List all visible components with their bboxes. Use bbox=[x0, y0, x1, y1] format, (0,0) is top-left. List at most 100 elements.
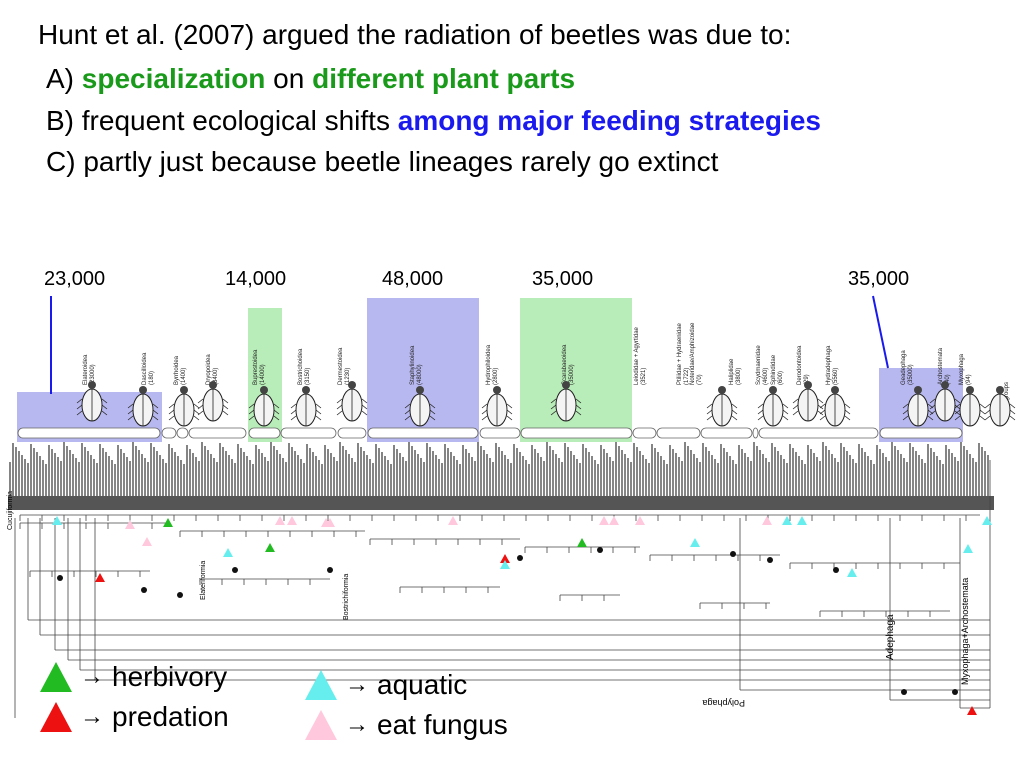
beetle-leg bbox=[248, 403, 255, 409]
clade-label: Outgroups bbox=[1004, 382, 1010, 410]
beetle-leg bbox=[902, 403, 909, 409]
beetle-leg bbox=[819, 403, 826, 409]
beetle-leg bbox=[979, 403, 986, 409]
beetle-leg bbox=[844, 403, 851, 409]
beetle-leg bbox=[819, 409, 826, 415]
beetle-leg bbox=[954, 409, 961, 415]
beetle-leg bbox=[248, 415, 255, 421]
clade-count: (23000) bbox=[90, 364, 96, 385]
beetle-leg bbox=[757, 409, 764, 415]
beetle-icon bbox=[290, 386, 322, 427]
beetle-leg bbox=[168, 415, 175, 421]
node-dot bbox=[141, 587, 147, 593]
node-dot bbox=[517, 555, 523, 561]
beetle-leg bbox=[197, 410, 204, 416]
beetle-leg bbox=[101, 410, 108, 416]
clade-count: (4600) bbox=[763, 368, 769, 385]
trait-triangle-p bbox=[500, 554, 510, 563]
cyan-triangle-icon bbox=[305, 670, 337, 700]
clade-label: Dascilloidea bbox=[142, 352, 148, 385]
option-a-on: on bbox=[265, 63, 313, 94]
clade-count: (48000) bbox=[417, 364, 423, 385]
trait-triangle-p bbox=[95, 573, 105, 582]
beetle-head bbox=[348, 381, 356, 389]
clade-count: (3521) bbox=[641, 368, 647, 385]
clade-segment bbox=[632, 427, 657, 439]
beetle-leg bbox=[101, 398, 108, 404]
count-geadephaga: 35,000 bbox=[848, 268, 910, 290]
beetle-leg bbox=[954, 403, 961, 409]
beetle-leg bbox=[152, 403, 159, 409]
clade-count: (600) bbox=[778, 371, 784, 385]
legend-predation: → predation bbox=[40, 700, 229, 734]
trait-triangle-f bbox=[762, 516, 772, 525]
beetle-leg bbox=[76, 398, 83, 404]
node-dot bbox=[901, 689, 907, 695]
trait-triangle-f bbox=[287, 516, 297, 525]
legend-herbivory-label: herbivory bbox=[112, 661, 228, 692]
beetle-leg bbox=[929, 398, 936, 404]
node-dot bbox=[327, 567, 333, 573]
trait-triangle-h bbox=[265, 543, 275, 552]
trait-triangle-h bbox=[163, 518, 173, 527]
clade-label: Elateroidea bbox=[83, 354, 89, 385]
tree-labels: Cucujiformia Elateriformia Bostrichiform… bbox=[7, 491, 970, 708]
beetle-leg bbox=[954, 398, 961, 404]
beetle-leg bbox=[706, 415, 713, 421]
clade-segment bbox=[752, 427, 759, 439]
beetle-leg bbox=[273, 403, 280, 409]
trait-triangle-a bbox=[782, 516, 792, 525]
node-dot bbox=[57, 575, 63, 581]
clade-label: Byrrhoidea bbox=[174, 355, 180, 385]
beetle-leg bbox=[984, 403, 991, 409]
clade-count: (3150) bbox=[305, 368, 311, 385]
beetle-icon bbox=[792, 381, 824, 422]
beetle-leg bbox=[197, 398, 204, 404]
beetle-leg bbox=[844, 409, 851, 415]
beetle-leg bbox=[575, 404, 582, 410]
beetle-leg bbox=[76, 404, 83, 410]
clade-count: (40) bbox=[945, 374, 951, 385]
beetle-leg bbox=[152, 415, 159, 421]
beetle-leg bbox=[168, 403, 175, 409]
trait-triangle-h bbox=[577, 538, 587, 547]
arrow-icon: → bbox=[345, 671, 369, 698]
legend-aquatic-label: aquatic bbox=[377, 669, 468, 700]
trait-triangle-f bbox=[125, 520, 135, 529]
beetle-icon bbox=[929, 381, 961, 422]
beetle-icon bbox=[76, 381, 108, 422]
beetle-leg bbox=[792, 410, 799, 416]
beetle-leg bbox=[731, 403, 738, 409]
beetle-leg bbox=[927, 415, 934, 421]
option-b: B) frequent ecological shifts among majo… bbox=[46, 104, 821, 138]
beetle-icon bbox=[984, 386, 1016, 427]
label-adephaga: Adephaga bbox=[885, 614, 896, 660]
phylogeny-figure: Elateroidea (23000) Dascilloidea (180) Byrrh… bbox=[7, 295, 1016, 718]
clade-count: (5560) bbox=[833, 368, 839, 385]
trait-triangle-a bbox=[982, 516, 992, 525]
beetle-leg bbox=[290, 415, 297, 421]
pointer-lines bbox=[50, 295, 889, 394]
option-a-prefix: A) bbox=[46, 63, 82, 94]
beetle-head bbox=[941, 381, 949, 389]
beetle-leg bbox=[979, 415, 986, 421]
count-elateroidea: 23,000 bbox=[44, 268, 106, 290]
legend-aquatic: → aquatic bbox=[305, 668, 467, 702]
tree-leaves bbox=[8, 442, 994, 510]
node-dot bbox=[730, 551, 736, 557]
legend-predation-label: predation bbox=[112, 701, 229, 732]
beetle-leg bbox=[1009, 409, 1016, 415]
beetle-leg bbox=[954, 410, 961, 416]
beetle-head bbox=[996, 386, 1004, 394]
clade-label: Archostemata bbox=[938, 347, 944, 385]
beetle-leg bbox=[336, 404, 343, 410]
beetle-icon bbox=[902, 386, 934, 427]
beetle-icon bbox=[127, 386, 159, 427]
clade-label: Leiodidae + Agyrtidae bbox=[634, 326, 640, 385]
beetle-leg bbox=[315, 409, 322, 415]
beetle-leg bbox=[506, 409, 513, 415]
beetle-icon bbox=[336, 381, 368, 422]
trait-triangle-a bbox=[223, 548, 233, 557]
beetle-leg bbox=[575, 398, 582, 404]
beetle-leg bbox=[168, 409, 175, 415]
